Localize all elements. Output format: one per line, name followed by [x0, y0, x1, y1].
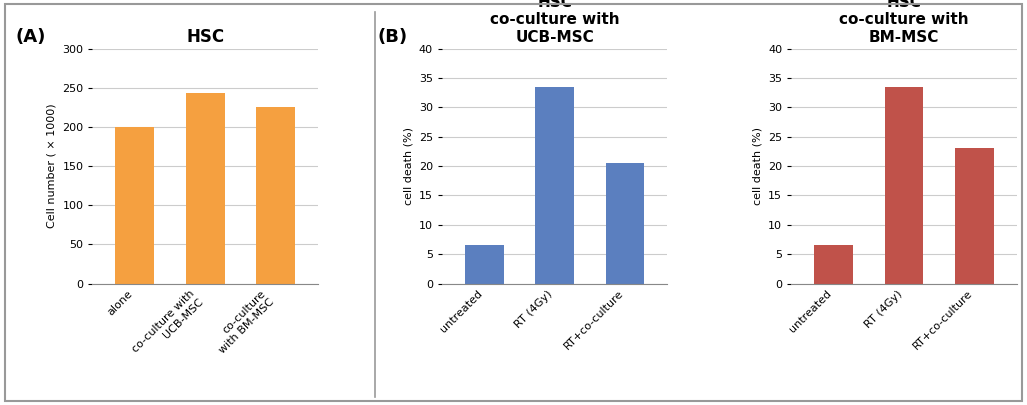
Bar	[186, 93, 225, 284]
Bar	[535, 87, 574, 284]
Y-axis label: cell death (%): cell death (%)	[404, 127, 413, 205]
Title: HSC
co-culture with
UCB-MSC: HSC co-culture with UCB-MSC	[490, 0, 619, 45]
Title: HSC
co-culture with
BM-MSC: HSC co-culture with BM-MSC	[839, 0, 968, 45]
Bar	[465, 245, 503, 284]
Bar	[955, 149, 994, 284]
Y-axis label: cell death (%): cell death (%)	[753, 127, 763, 205]
Bar	[884, 87, 923, 284]
Text: (B): (B)	[378, 28, 408, 46]
Y-axis label: Cell number ( × 1000): Cell number ( × 1000)	[46, 104, 56, 228]
Bar	[606, 163, 644, 284]
Text: (A): (A)	[15, 28, 46, 46]
Title: HSC: HSC	[186, 28, 224, 46]
Bar	[115, 127, 154, 284]
Bar	[814, 245, 853, 284]
Bar	[256, 107, 295, 284]
